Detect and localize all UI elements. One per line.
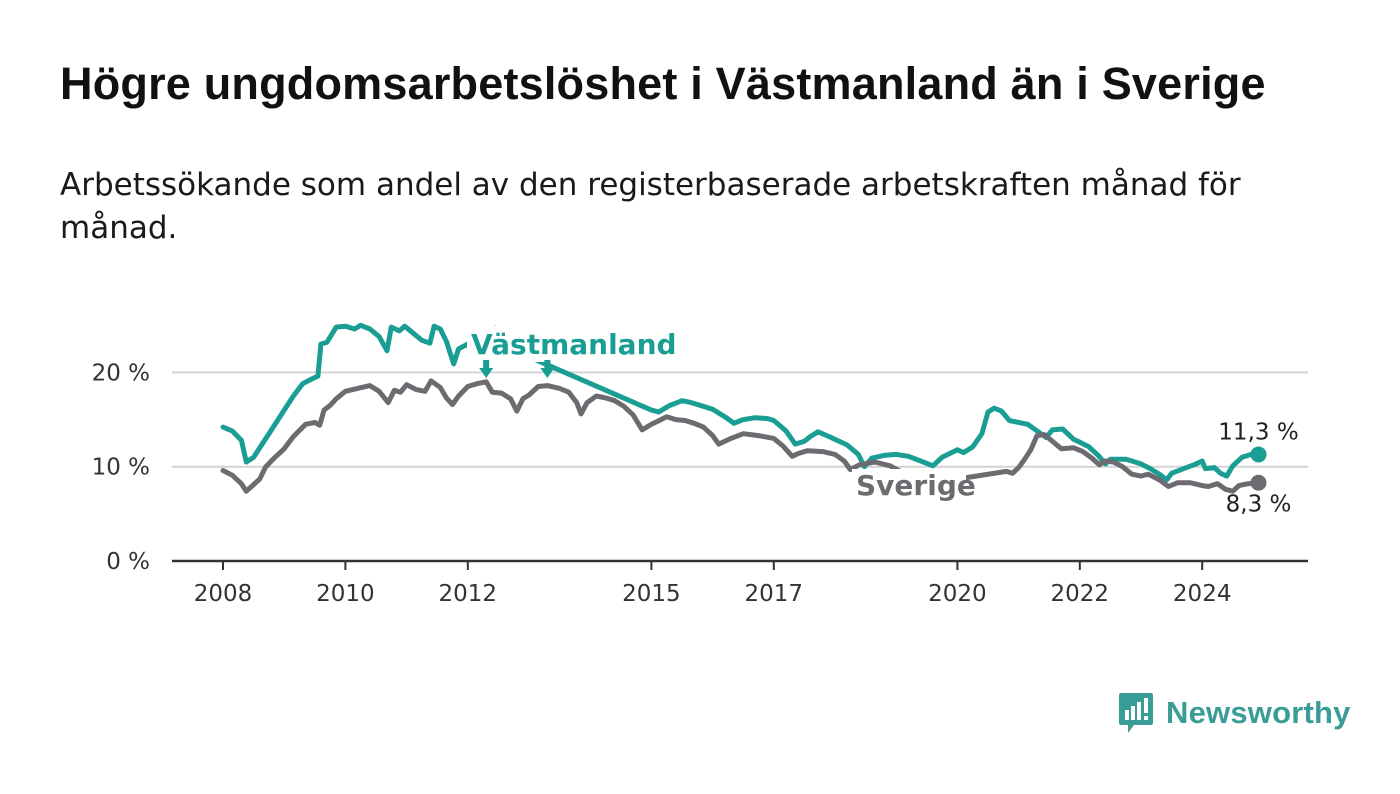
- series-end-point: [1250, 446, 1267, 463]
- x-tick-label: 2020: [928, 581, 987, 607]
- label-arrow: [479, 360, 494, 378]
- series-label-halo: [467, 326, 673, 362]
- x-tick-label: 2008: [194, 581, 253, 607]
- brand: Newsworthy: [1118, 690, 1351, 736]
- series-lines: [220, 322, 1267, 494]
- x-tick-label: 2024: [1173, 581, 1232, 607]
- x-tick-label: 2015: [622, 581, 681, 607]
- label-arrow: [540, 360, 555, 378]
- chart-title: Högre ungdomsarbetslöshet i Västmanland …: [60, 58, 1266, 109]
- series-end-point: [1250, 474, 1267, 491]
- y-axis: 0 % 10 % 20 %: [92, 360, 150, 575]
- series-labels: 11,3 % 8,3 % Västmanland Sverige: [467, 326, 1299, 518]
- chart-subtitle: Arbetssökande som andel av den registerb…: [60, 167, 1241, 246]
- x-tick-label: 2012: [439, 581, 498, 607]
- series-label-halo: [852, 469, 966, 503]
- x-tick-label: 2017: [745, 581, 804, 607]
- y-tick-label: 10 %: [92, 455, 150, 481]
- series-label-sverige: Sverige: [856, 469, 976, 502]
- brand-name: Newsworthy: [1166, 695, 1351, 730]
- end-label-vastmanland: 11,3 %: [1218, 419, 1298, 445]
- end-label-sverige: 8,3 %: [1226, 492, 1292, 518]
- newsworthy-logo-icon: [1119, 693, 1153, 733]
- x-tick-label: 2010: [316, 581, 375, 607]
- y-tick-label: 0 %: [106, 549, 150, 575]
- y-tick-label: 20 %: [92, 360, 150, 386]
- x-tick-label: 2022: [1051, 581, 1110, 607]
- series-line-sverige: [220, 378, 1261, 494]
- x-axis: 2008 2010 2012 2015 2017 2020 2022 2024: [172, 559, 1308, 607]
- series-line-västmanland: [220, 322, 1261, 483]
- series-label-vastmanland: Västmanland: [471, 328, 677, 361]
